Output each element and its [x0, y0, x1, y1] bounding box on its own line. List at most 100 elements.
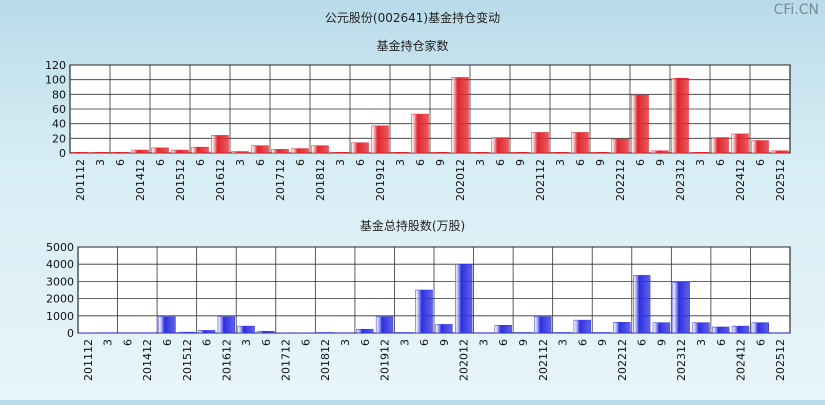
x-tick-label: 6 — [715, 339, 728, 346]
x-tick-label: 6 — [636, 339, 649, 346]
bar — [651, 150, 669, 154]
x-tick-label: 6 — [294, 159, 307, 166]
x-tick-label: 3 — [398, 339, 411, 346]
x-tick-label: 9 — [596, 339, 609, 346]
x-tick-label: 6 — [754, 339, 767, 346]
bar — [131, 149, 149, 154]
bar — [111, 152, 129, 154]
bar — [158, 316, 176, 334]
bar — [331, 152, 349, 154]
x-tick-label: 6 — [359, 339, 372, 346]
bar — [613, 322, 631, 334]
x-tick-label: 9 — [514, 159, 527, 166]
x-tick-label: 9 — [654, 159, 667, 166]
bar — [771, 332, 789, 334]
bar — [514, 332, 532, 334]
bar — [494, 325, 512, 334]
x-tick-label: 6 — [418, 339, 431, 346]
bar — [491, 137, 509, 154]
bar — [71, 152, 89, 154]
bar — [217, 316, 235, 334]
bar — [591, 152, 609, 154]
bar — [271, 149, 289, 154]
y-tick-label: 3000 — [46, 275, 74, 288]
bar — [171, 149, 189, 154]
x-tick-label: 3 — [695, 339, 708, 346]
x-tick-label: 9 — [594, 159, 607, 166]
x-tick-label: 6 — [121, 339, 134, 346]
bar — [351, 142, 369, 154]
bar — [471, 152, 489, 154]
x-tick-label: 202112 — [537, 339, 550, 381]
bar — [91, 152, 109, 154]
x-tick-label: 6 — [154, 159, 167, 166]
y-tick-label: 40 — [52, 118, 66, 131]
x-tick-label: 201112 — [82, 339, 95, 381]
x-tick-label: 201612 — [214, 159, 227, 201]
x-tick-label: 201612 — [220, 339, 233, 381]
bar — [431, 152, 449, 154]
bar — [751, 322, 769, 334]
x-tick-label: 201712 — [274, 159, 287, 201]
bar — [534, 316, 552, 334]
bar — [571, 132, 589, 154]
bar — [211, 135, 229, 154]
x-tick-label: 6 — [576, 339, 589, 346]
bar — [79, 332, 97, 334]
x-tick-label: 6 — [161, 339, 174, 346]
x-tick-label: 201712 — [280, 339, 293, 381]
x-tick-label: 201512 — [181, 339, 194, 381]
bar — [731, 133, 749, 154]
x-tick-label: 3 — [94, 159, 107, 166]
x-tick-label: 202212 — [616, 339, 629, 381]
bar — [257, 331, 275, 334]
x-tick-label: 3 — [554, 159, 567, 166]
y-tick-label: 120 — [45, 59, 66, 72]
y-tick-label: 2000 — [46, 293, 74, 306]
bar — [712, 326, 730, 334]
x-tick-label: 3 — [102, 339, 115, 346]
y-tick-label: 1000 — [46, 310, 74, 323]
x-tick-label: 3 — [557, 339, 570, 346]
brand-logo: CFi.CN — [773, 2, 819, 18]
x-tick-label: 201912 — [374, 159, 387, 201]
bar — [395, 332, 413, 334]
x-tick-label: 201412 — [134, 159, 147, 201]
x-tick-label: 201112 — [74, 159, 87, 201]
bar — [391, 152, 409, 154]
x-tick-label: 3 — [339, 339, 352, 346]
bar — [316, 332, 334, 334]
x-tick-label: 3 — [394, 159, 407, 166]
bar — [573, 319, 591, 334]
page-title: 公元股份(002641)基金持仓变动 — [324, 11, 501, 25]
y-tick-label: 0 — [59, 147, 66, 160]
x-tick-label: 202312 — [675, 339, 688, 381]
x-tick-label: 6 — [299, 339, 312, 346]
x-tick-label: 202012 — [454, 159, 467, 201]
bar — [691, 152, 709, 154]
x-tick-label: 9 — [655, 339, 668, 346]
x-tick-label: 6 — [114, 159, 127, 166]
bar — [291, 148, 309, 154]
bar — [731, 325, 750, 334]
chart1-title: 基金持仓家数 — [376, 39, 449, 53]
y-tick-label: 60 — [52, 103, 66, 116]
bar — [593, 332, 611, 334]
bar — [375, 316, 394, 334]
x-tick-label: 9 — [434, 159, 447, 166]
x-tick-label: 6 — [254, 159, 267, 166]
x-tick-label: 202512 — [774, 159, 787, 201]
x-tick-label: 6 — [194, 159, 207, 166]
bar — [551, 152, 569, 154]
x-tick-label: 201412 — [141, 339, 154, 381]
x-tick-label: 3 — [477, 339, 490, 346]
x-tick-label: 3 — [240, 339, 253, 346]
bar — [118, 332, 137, 334]
bar — [311, 145, 329, 154]
bar — [771, 150, 789, 154]
x-tick-label: 201812 — [314, 159, 327, 201]
x-tick-label: 201912 — [379, 339, 392, 381]
bar — [435, 324, 453, 334]
bar — [191, 146, 209, 154]
